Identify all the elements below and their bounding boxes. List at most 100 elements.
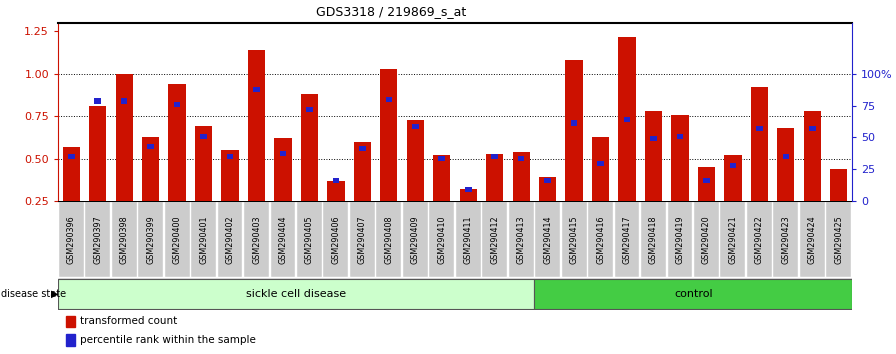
FancyBboxPatch shape (800, 202, 824, 277)
Text: GSM290418: GSM290418 (649, 215, 658, 264)
Bar (571, 120, 577, 126)
Text: GSM290412: GSM290412 (490, 215, 499, 264)
Bar (756, 126, 762, 131)
FancyBboxPatch shape (456, 202, 480, 277)
Bar (412, 124, 418, 129)
Text: GSM290424: GSM290424 (808, 215, 817, 264)
Text: GSM290396: GSM290396 (66, 215, 76, 264)
Bar (831, 169, 848, 244)
FancyBboxPatch shape (112, 202, 136, 277)
Text: GSM290400: GSM290400 (173, 215, 182, 264)
Bar (729, 163, 737, 168)
Bar (66, 316, 75, 327)
Bar (460, 189, 477, 244)
Text: GSM290419: GSM290419 (676, 215, 685, 264)
Text: GSM290409: GSM290409 (410, 215, 420, 264)
Bar (332, 178, 340, 183)
Bar (804, 111, 821, 244)
Bar (306, 107, 313, 112)
Bar (195, 126, 212, 244)
Bar (147, 144, 154, 149)
FancyBboxPatch shape (165, 202, 190, 277)
FancyBboxPatch shape (85, 202, 110, 277)
Text: GSM290399: GSM290399 (146, 215, 155, 264)
Bar (465, 187, 471, 192)
Text: GSM290416: GSM290416 (596, 215, 605, 264)
Text: GSM290406: GSM290406 (332, 215, 340, 264)
Text: GSM290398: GSM290398 (120, 215, 129, 264)
Bar (565, 60, 582, 244)
FancyBboxPatch shape (323, 202, 349, 277)
Bar (782, 154, 789, 159)
Bar (438, 156, 445, 161)
Text: GSM290413: GSM290413 (517, 215, 526, 264)
Text: GSM290420: GSM290420 (702, 215, 711, 264)
Text: GSM290421: GSM290421 (728, 215, 737, 264)
Bar (354, 142, 371, 244)
Text: transformed count: transformed count (81, 316, 177, 326)
Bar (545, 178, 551, 183)
Text: control: control (674, 289, 712, 299)
Text: GSM290397: GSM290397 (93, 215, 102, 264)
Bar (227, 154, 233, 159)
FancyBboxPatch shape (773, 202, 798, 277)
Text: GSM290402: GSM290402 (226, 215, 235, 264)
Bar (94, 98, 101, 103)
Text: GSM290401: GSM290401 (199, 215, 208, 264)
Bar (380, 69, 398, 244)
FancyBboxPatch shape (747, 202, 771, 277)
Bar (487, 154, 504, 244)
Bar (63, 147, 80, 244)
Bar (221, 150, 238, 244)
Bar (518, 156, 524, 161)
FancyBboxPatch shape (509, 202, 534, 277)
Text: GSM290422: GSM290422 (754, 215, 764, 264)
Bar (301, 94, 318, 244)
FancyBboxPatch shape (350, 202, 375, 277)
FancyBboxPatch shape (59, 202, 83, 277)
Bar (327, 181, 344, 244)
FancyBboxPatch shape (588, 202, 613, 277)
Text: GSM290407: GSM290407 (358, 215, 366, 264)
Bar (174, 102, 180, 107)
Bar (385, 97, 392, 102)
Text: ▶: ▶ (51, 289, 58, 299)
Bar (274, 138, 291, 244)
FancyBboxPatch shape (694, 202, 719, 277)
Text: GSM290415: GSM290415 (570, 215, 579, 264)
Bar (142, 137, 159, 244)
Text: GSM290417: GSM290417 (623, 215, 632, 264)
Bar (168, 84, 185, 244)
Bar (650, 136, 657, 141)
Bar (116, 74, 133, 244)
Bar (645, 111, 662, 244)
Text: GSM290425: GSM290425 (834, 215, 843, 264)
FancyBboxPatch shape (641, 202, 666, 277)
FancyBboxPatch shape (826, 202, 851, 277)
Text: percentile rank within the sample: percentile rank within the sample (81, 335, 256, 345)
FancyBboxPatch shape (376, 202, 401, 277)
Text: GSM290423: GSM290423 (781, 215, 790, 264)
Bar (121, 98, 127, 103)
FancyBboxPatch shape (58, 279, 534, 309)
FancyBboxPatch shape (615, 202, 640, 277)
Bar (777, 128, 795, 244)
FancyBboxPatch shape (244, 202, 269, 277)
Text: GSM290411: GSM290411 (464, 215, 473, 264)
Bar (433, 155, 451, 244)
Bar (407, 120, 424, 244)
Text: GSM290410: GSM290410 (437, 215, 446, 264)
Text: disease state: disease state (1, 289, 66, 299)
FancyBboxPatch shape (297, 202, 322, 277)
FancyBboxPatch shape (271, 202, 296, 277)
Text: GSM290405: GSM290405 (305, 215, 314, 264)
Bar (671, 115, 688, 244)
Bar (703, 178, 710, 183)
FancyBboxPatch shape (668, 202, 693, 277)
Bar (66, 334, 75, 346)
Bar (539, 177, 556, 244)
FancyBboxPatch shape (218, 202, 243, 277)
Bar (89, 106, 107, 244)
Bar (359, 146, 366, 151)
Bar (835, 207, 842, 212)
